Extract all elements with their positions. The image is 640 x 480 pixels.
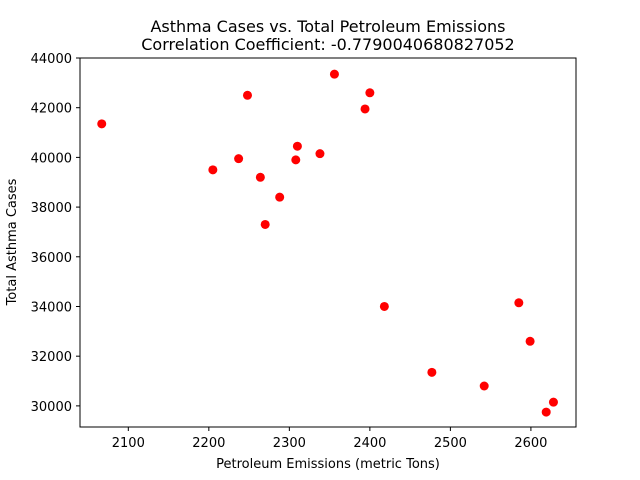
data-point — [329, 69, 339, 79]
x-tick-label: 2200 — [192, 436, 225, 451]
x-tick-label: 2600 — [514, 436, 547, 451]
y-tick-label: 30000 — [31, 400, 72, 415]
data-point — [292, 141, 302, 151]
x-tick-label: 2300 — [273, 436, 306, 451]
data-point — [379, 301, 389, 311]
data-point — [291, 155, 301, 165]
data-point — [525, 336, 535, 346]
y-tick-label: 38000 — [31, 201, 72, 216]
data-point — [315, 149, 325, 159]
y-tick-label: 44000 — [31, 52, 72, 67]
y-tick-label: 40000 — [31, 151, 72, 166]
x-tick-label: 2400 — [353, 436, 386, 451]
data-point — [260, 219, 270, 229]
data-point — [514, 298, 524, 308]
y-tick-label: 32000 — [31, 350, 72, 365]
data-points — [97, 69, 558, 417]
y-tick-label: 36000 — [31, 251, 72, 266]
y-tick-label: 34000 — [31, 300, 72, 315]
data-point — [427, 367, 437, 377]
data-point — [479, 381, 489, 391]
y-tick-label: 42000 — [31, 102, 72, 117]
data-point — [360, 104, 370, 114]
chart-subtitle: Correlation Coefficient: -0.779004068082… — [141, 35, 514, 54]
data-point — [541, 407, 551, 417]
x-axis-ticks: 2100 2200 2300 2400 2500 2600 — [112, 427, 547, 451]
x-tick-label: 2500 — [434, 436, 467, 451]
data-point — [208, 165, 218, 175]
chart-title: Asthma Cases vs. Total Petroleum Emissio… — [150, 17, 505, 36]
data-point — [365, 88, 375, 98]
data-point — [97, 119, 107, 129]
x-tick-label: 2100 — [112, 436, 145, 451]
data-point — [255, 172, 265, 182]
x-axis-label: Petroleum Emissions (metric Tons) — [216, 457, 440, 472]
y-axis-label: Total Asthma Cases — [5, 178, 20, 306]
data-point — [548, 397, 558, 407]
data-point — [275, 192, 285, 202]
data-point — [242, 90, 252, 100]
y-axis-ticks: 30000 32000 34000 36000 38000 40000 42000 44000 — [31, 52, 80, 415]
data-point — [234, 154, 244, 164]
plot-frame — [79, 57, 577, 428]
